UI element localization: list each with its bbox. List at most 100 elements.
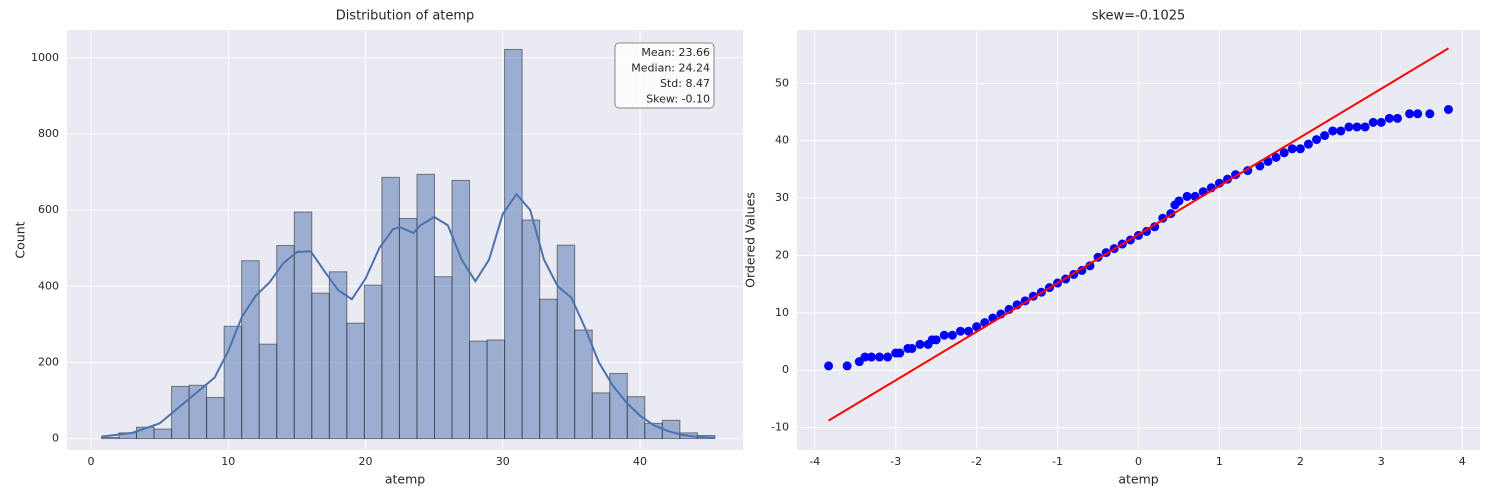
scatter-point	[1320, 131, 1330, 141]
x-tick-label: -2	[971, 455, 982, 468]
histogram-bar	[591, 392, 611, 440]
scatter-point	[1312, 135, 1322, 145]
histogram-bar	[241, 260, 260, 440]
y-tick-label: 0	[52, 432, 59, 445]
scatter-point	[1295, 144, 1305, 154]
y-tick-label: 200	[38, 355, 59, 368]
scatter-point	[1085, 261, 1095, 271]
scatter-point	[1271, 152, 1281, 162]
scatter-point	[947, 330, 957, 340]
scatter-point	[972, 322, 982, 332]
histogram-bar	[293, 211, 313, 440]
histogram-bar	[451, 179, 471, 440]
scatter-point	[1344, 122, 1354, 132]
scatter-point	[1413, 109, 1423, 119]
scatter-point	[1392, 113, 1402, 123]
scatter-point	[964, 326, 974, 336]
scatter-point	[955, 326, 965, 336]
scatter-point	[1287, 144, 1297, 154]
scatter-point	[875, 352, 885, 362]
scatter-point	[1174, 196, 1184, 206]
y-tick-label: 0	[782, 363, 789, 376]
histogram-bar	[346, 322, 365, 440]
histogram-bar	[223, 325, 243, 440]
histogram-bar	[574, 329, 593, 440]
y-tick-label: 20	[775, 248, 789, 261]
x-tick-label: 2	[1297, 455, 1304, 468]
y-tick-label: -10	[771, 421, 789, 434]
histogram-bar	[539, 298, 558, 440]
x-axis-label: atemp	[1118, 472, 1158, 487]
stats-box: Mean: 23.66 Median: 24.24 Std: 8.47 Skew: -…	[614, 42, 715, 109]
histogram-bar	[381, 176, 400, 440]
scatter-point	[1328, 126, 1338, 136]
fit-line	[828, 47, 1449, 422]
scatter-point	[1336, 126, 1346, 136]
x-tick-label: -3	[890, 455, 901, 468]
scatter-point	[842, 361, 852, 371]
scatter-point	[1182, 191, 1192, 201]
y-tick-label: 10	[775, 306, 789, 319]
chart-title: Distribution of atemp	[336, 9, 475, 24]
scatter-point	[1443, 104, 1453, 114]
scatter-point	[1303, 139, 1313, 149]
x-tick-label: 3	[1378, 455, 1385, 468]
scatter-point	[1384, 113, 1394, 123]
histogram-bar	[188, 384, 208, 440]
scatter-point	[895, 348, 905, 358]
histogram-bar	[100, 436, 120, 440]
histogram-bar	[398, 217, 418, 440]
x-tick-label: 0	[88, 455, 95, 468]
x-tick-label: -4	[809, 455, 820, 468]
scatter-point	[907, 343, 917, 353]
scatter-point	[1360, 122, 1370, 132]
scatter-point	[1376, 117, 1386, 127]
histogram-bar	[416, 173, 435, 440]
x-tick-label: 4	[1459, 455, 1466, 468]
y-tick-label: 800	[38, 127, 59, 140]
scatter-point	[1405, 109, 1415, 119]
scatter-point	[1368, 117, 1378, 127]
scatter-point	[1279, 148, 1289, 158]
y-tick-label: 1000	[31, 51, 59, 64]
histogram-bar	[504, 48, 523, 440]
scatter-point	[1425, 109, 1435, 119]
scatter-point	[915, 339, 925, 349]
x-tick-label: 40	[633, 455, 647, 468]
x-tick-label: 1	[1216, 455, 1223, 468]
stats-text: Median: 24.24	[631, 62, 710, 75]
x-axis-label: atemp	[385, 472, 425, 487]
histogram-bar	[311, 292, 330, 440]
histogram-bar	[153, 428, 173, 440]
scatter-point	[939, 330, 949, 340]
histogram-bar	[206, 396, 225, 440]
y-axis-label: Ordered Values	[743, 192, 758, 288]
x-tick-label: 30	[496, 455, 510, 468]
histogram-bar	[433, 276, 453, 440]
scatter-point	[866, 352, 876, 362]
stats-text: Mean: 23.66	[641, 46, 710, 59]
scatter-point	[1352, 122, 1362, 132]
y-tick-label: 50	[775, 76, 789, 89]
stats-text: Skew: -0.10	[646, 93, 710, 106]
x-tick-label: -1	[1052, 455, 1063, 468]
histogram-bar	[556, 244, 576, 440]
scatter-point	[824, 361, 834, 371]
x-tick-label: 20	[359, 455, 373, 468]
histogram-bar	[521, 219, 541, 440]
scatter-point	[860, 352, 870, 362]
chart-title: skew=-0.1025	[1092, 9, 1186, 24]
y-axis-label: Count	[13, 221, 28, 258]
histogram-bar	[469, 340, 488, 440]
scatter-point	[883, 352, 893, 362]
y-tick-label: 600	[38, 203, 59, 216]
stats-box-frame	[614, 42, 715, 109]
histogram-bar	[328, 271, 348, 440]
kde-line	[101, 192, 715, 439]
histogram-bar	[486, 339, 506, 440]
y-tick-label: 40	[775, 134, 789, 147]
x-tick-label: 0	[1135, 455, 1142, 468]
histogram-bar	[276, 245, 295, 440]
